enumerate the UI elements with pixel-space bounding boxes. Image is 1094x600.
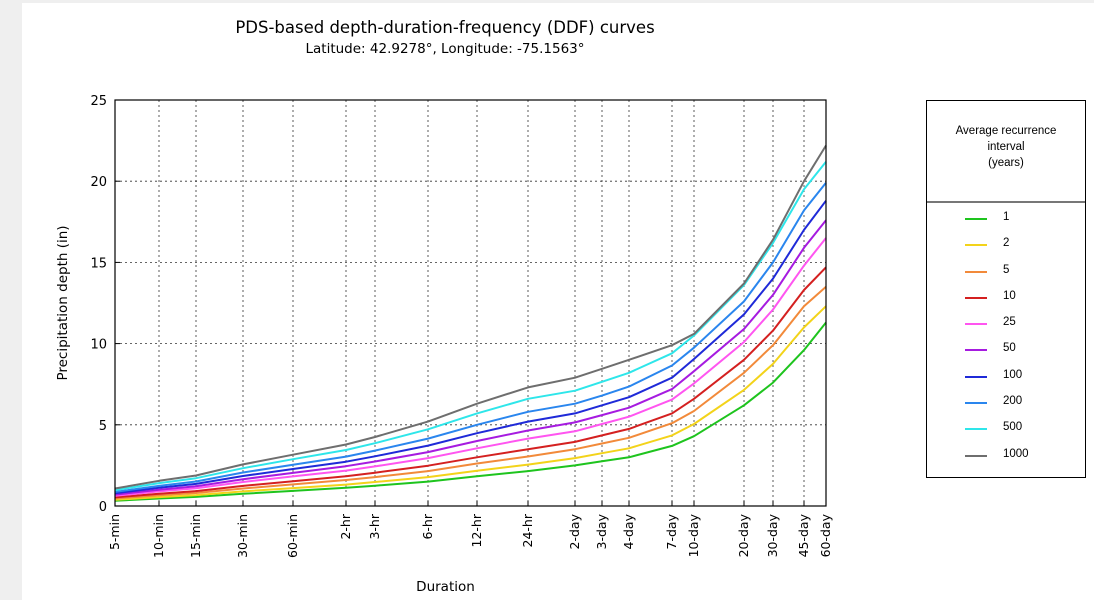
series-line-2 [114, 305, 827, 501]
series-line-200 [114, 182, 827, 493]
legend-swatch [965, 428, 987, 431]
legend-label: 5 [1003, 263, 1010, 276]
legend-label: 200 [1003, 395, 1023, 408]
series-line-1000 [114, 144, 827, 490]
legend-label: 25 [1003, 316, 1016, 329]
x-tick-label: 12-hr [469, 513, 484, 547]
series-line-50 [114, 219, 827, 496]
legend-item: 10 [927, 286, 1085, 312]
x-tick-label: 5-min [107, 514, 122, 550]
chart-title: PDS-based depth-duration-frequency (DDF)… [235, 18, 655, 37]
legend-swatch [965, 402, 987, 405]
x-tick-label: 45-day [796, 513, 811, 557]
chart-subtitle: Latitude: 42.9278°, Longitude: -75.1563° [305, 41, 585, 57]
legend-swatch [965, 218, 987, 220]
legend-items: 1 2 5 10 25 50 100 200 500 1000 [927, 207, 1085, 470]
legend-label: 1000 [1003, 447, 1029, 460]
legend-item: 25 [927, 312, 1085, 338]
series-line-5 [114, 286, 827, 500]
legend-item: 500 [927, 417, 1085, 443]
x-tick-label: 2-day [567, 513, 582, 549]
x-tick-label: 10-day [686, 513, 701, 557]
legend-item: 100 [927, 365, 1085, 391]
x-tick-label: 15-min [188, 514, 203, 558]
legend-item: 50 [927, 338, 1085, 364]
x-tick-label: 4-day [621, 513, 636, 549]
y-tick-label: 15 [90, 256, 107, 271]
x-tick-label: 6-hr [420, 513, 435, 539]
legend-label: 2 [1003, 237, 1010, 250]
plot-border [114, 99, 827, 507]
series-line-25 [114, 237, 827, 497]
x-tick-label: 3-hr [367, 513, 382, 539]
y-tick-label: 25 [90, 94, 107, 109]
legend-title: Average recurrence interval (years) [927, 101, 1085, 181]
legend-item: 1 [927, 207, 1085, 233]
series-line-100 [114, 200, 827, 495]
legend-swatch [965, 244, 987, 247]
legend-title-line: interval [987, 141, 1025, 153]
y-tick-label: 5 [99, 419, 107, 434]
y-tick-label: 0 [99, 500, 107, 515]
legend-divider [927, 201, 1085, 203]
series-line-500 [114, 161, 827, 492]
legend-swatch [965, 296, 987, 299]
legend-item: 2 [927, 233, 1085, 259]
y-tick-label: 10 [90, 338, 107, 353]
legend-swatch [965, 375, 987, 378]
x-tick-label: 30-min [235, 514, 250, 558]
legend-swatch [965, 323, 987, 326]
legend-item: 200 [927, 391, 1085, 417]
legend-label: 10 [1003, 289, 1016, 302]
y-axis-label: Precipitation depth (in) [55, 225, 71, 380]
x-tick-label: 7-day [664, 513, 679, 549]
x-tick-label: 30-day [765, 513, 780, 557]
chart-frame [22, 3, 1094, 600]
plot-area: 0 5 10 15 20 25 5-min 10-min 15-min 30-min 60-min 2… [55, 94, 833, 595]
x-tick-label: 10-min [151, 514, 166, 558]
series-line-1 [114, 321, 827, 502]
legend-title-line: (years) [988, 157, 1024, 169]
legend-label: 1 [1003, 211, 1010, 223]
legend-swatch [965, 270, 987, 273]
legend-label: 50 [1003, 342, 1016, 355]
legend-label: 100 [1003, 368, 1023, 381]
y-tick-label: 20 [90, 175, 107, 190]
legend-item: 5 [927, 260, 1085, 286]
legend-label: 500 [1003, 421, 1023, 434]
x-tick-label: 60-min [285, 514, 300, 558]
legend-swatch [965, 454, 987, 457]
x-axis-label: Duration [416, 579, 475, 595]
x-tick-label: 3-day [594, 513, 609, 549]
legend-title-line: Average recurrence [955, 125, 1057, 137]
series-line-10 [114, 266, 827, 499]
x-tick-label: 24-hr [520, 513, 535, 547]
x-tick-label: 60-day [818, 513, 833, 557]
x-tick-label: 2-hr [338, 513, 353, 539]
x-tick-label: 20-day [736, 513, 751, 557]
legend-swatch [965, 349, 987, 352]
legend-item: 1000 [927, 444, 1085, 470]
